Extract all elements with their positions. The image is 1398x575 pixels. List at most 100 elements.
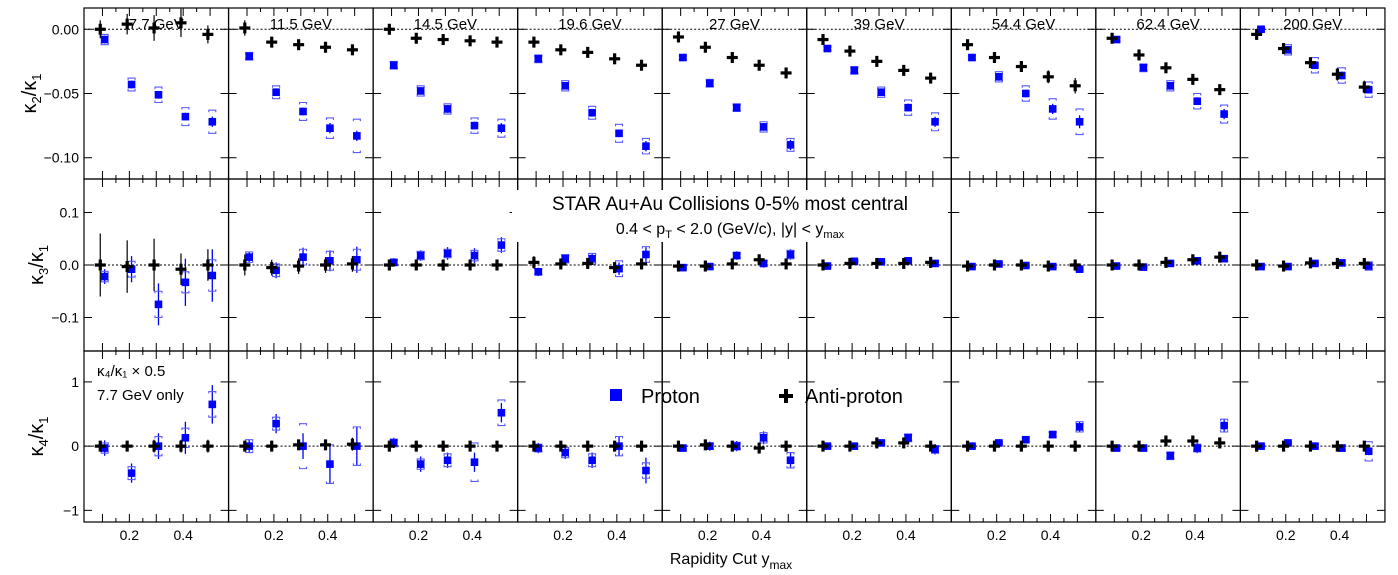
proton-marker — [642, 466, 650, 475]
proton-marker — [732, 251, 741, 260]
proton-marker — [534, 55, 543, 63]
x-tick-label: 0.4 — [607, 527, 627, 543]
proton-sys-error — [1220, 104, 1229, 124]
panel-frame — [517, 7, 663, 180]
proton-sys-error — [786, 137, 795, 152]
x-tick-label: 0.4 — [1330, 527, 1350, 543]
subtitle-sub-1: T — [665, 229, 672, 241]
proton-sys-error — [1021, 85, 1030, 102]
proton-marker — [127, 80, 136, 89]
x-axis-label-main: Rapidity Cut y — [670, 551, 770, 568]
proton-sys-error — [298, 423, 308, 470]
proton-marker — [850, 257, 859, 266]
panel-k4-1 — [227, 350, 374, 523]
proton-marker — [931, 117, 939, 126]
x-tick-label: 0.2 — [409, 527, 429, 543]
y-tick-label: 1 — [71, 374, 79, 390]
proton-sys-error — [497, 399, 506, 427]
proton-sys-error — [497, 238, 506, 252]
proton-marker — [353, 132, 361, 140]
proton-sys-error — [614, 435, 624, 457]
proton-marker — [759, 123, 768, 131]
proton-marker — [705, 79, 714, 88]
y-axis-label-k4: κ4/κ1 — [26, 416, 51, 456]
proton-marker — [497, 124, 506, 132]
x-tick-label: 0.4 — [318, 527, 338, 543]
panel-frame — [661, 7, 808, 180]
proton-marker — [208, 400, 217, 409]
legend-antiproton-label: Anti-proton — [805, 386, 903, 408]
x-tick-label: 0.2 — [553, 527, 573, 543]
proton-marker — [534, 444, 543, 452]
proton-marker — [1364, 447, 1373, 456]
proton-marker — [877, 88, 886, 97]
proton-marker — [786, 456, 795, 465]
legend-proton-label: Proton — [641, 386, 700, 408]
chart-subtitle: 0.4 < pT < 2.0 (GeV/c), |y| < ymax — [616, 221, 845, 241]
proton-marker — [389, 61, 398, 70]
proton-marker — [416, 87, 425, 95]
proton-sys-error — [1220, 418, 1229, 433]
proton-marker — [904, 103, 912, 112]
panel-k4-2 — [372, 350, 519, 523]
proton-sys-error — [100, 33, 109, 46]
panel-k3-2 — [372, 178, 519, 352]
panel-k2-4: 27 GeV — [661, 7, 808, 180]
panel-frame — [1239, 350, 1386, 523]
proton-sys-error — [930, 112, 940, 132]
x-tick-label: 0.4 — [173, 527, 193, 543]
proton-marker — [299, 107, 307, 116]
proton-marker — [299, 253, 307, 261]
title-backdrop — [512, 190, 948, 242]
panel-k4-0 — [83, 350, 230, 523]
proton-marker — [1139, 263, 1148, 271]
y-axis-label-kappa: κ — [19, 103, 41, 114]
proton-marker — [995, 439, 1003, 447]
y-tick-label: −1 — [63, 502, 79, 518]
panel-k3-7 — [1095, 178, 1241, 352]
proton-marker — [389, 258, 398, 267]
proton-marker — [326, 257, 334, 265]
proton-marker — [642, 142, 650, 150]
proton-marker — [931, 445, 939, 454]
proton-marker — [470, 121, 479, 130]
proton-marker — [208, 271, 217, 280]
x-tick-label: 0.4 — [1041, 527, 1061, 543]
proton-marker — [823, 44, 832, 53]
y-tick-label: 0.0 — [60, 257, 80, 273]
proton-marker — [1021, 89, 1030, 98]
proton-sys-error — [325, 117, 334, 140]
panel-frame — [806, 350, 952, 523]
proton-marker — [759, 259, 768, 268]
x-tick-label: 0.4 — [752, 527, 772, 543]
proton-marker — [1284, 439, 1292, 447]
proton-sys-error — [181, 107, 190, 127]
legend: Proton Anti-proton — [610, 386, 903, 408]
proton-marker — [679, 444, 687, 452]
panel-k4-7 — [1095, 350, 1241, 523]
proton-marker — [1021, 435, 1030, 444]
panel-frame — [1095, 350, 1241, 523]
proton-marker — [759, 433, 768, 442]
x-tick-label: 0.2 — [987, 527, 1007, 543]
proton-sys-error — [127, 466, 136, 481]
proton-marker — [127, 265, 136, 273]
subtitle-sub-2: max — [823, 229, 844, 241]
y-tick-label: −0.10 — [44, 150, 80, 166]
proton-marker — [1220, 421, 1228, 430]
proton-sys-error — [272, 416, 281, 431]
proton-marker — [995, 73, 1003, 81]
y-tick-label: 0.1 — [60, 205, 80, 221]
proton-marker — [1337, 444, 1346, 452]
y-tick-label: −0.05 — [44, 86, 80, 102]
energy-label: 54.4 GeV — [992, 16, 1055, 33]
proton-marker — [353, 442, 361, 450]
y-axis-label-kappa: κ — [26, 446, 48, 457]
legend-proton-marker — [610, 389, 622, 401]
proton-sys-error — [641, 137, 650, 155]
x-tick-label: 0.2 — [698, 527, 718, 543]
proton-marker — [1311, 61, 1319, 70]
y-axis-label-kappa: /κ — [26, 423, 48, 440]
energy-label: 19.6 GeV — [558, 16, 621, 33]
